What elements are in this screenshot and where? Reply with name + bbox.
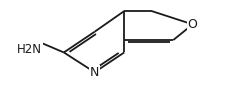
Text: H2N: H2N [17, 43, 42, 56]
Text: N: N [89, 66, 99, 79]
Text: O: O [187, 18, 197, 31]
